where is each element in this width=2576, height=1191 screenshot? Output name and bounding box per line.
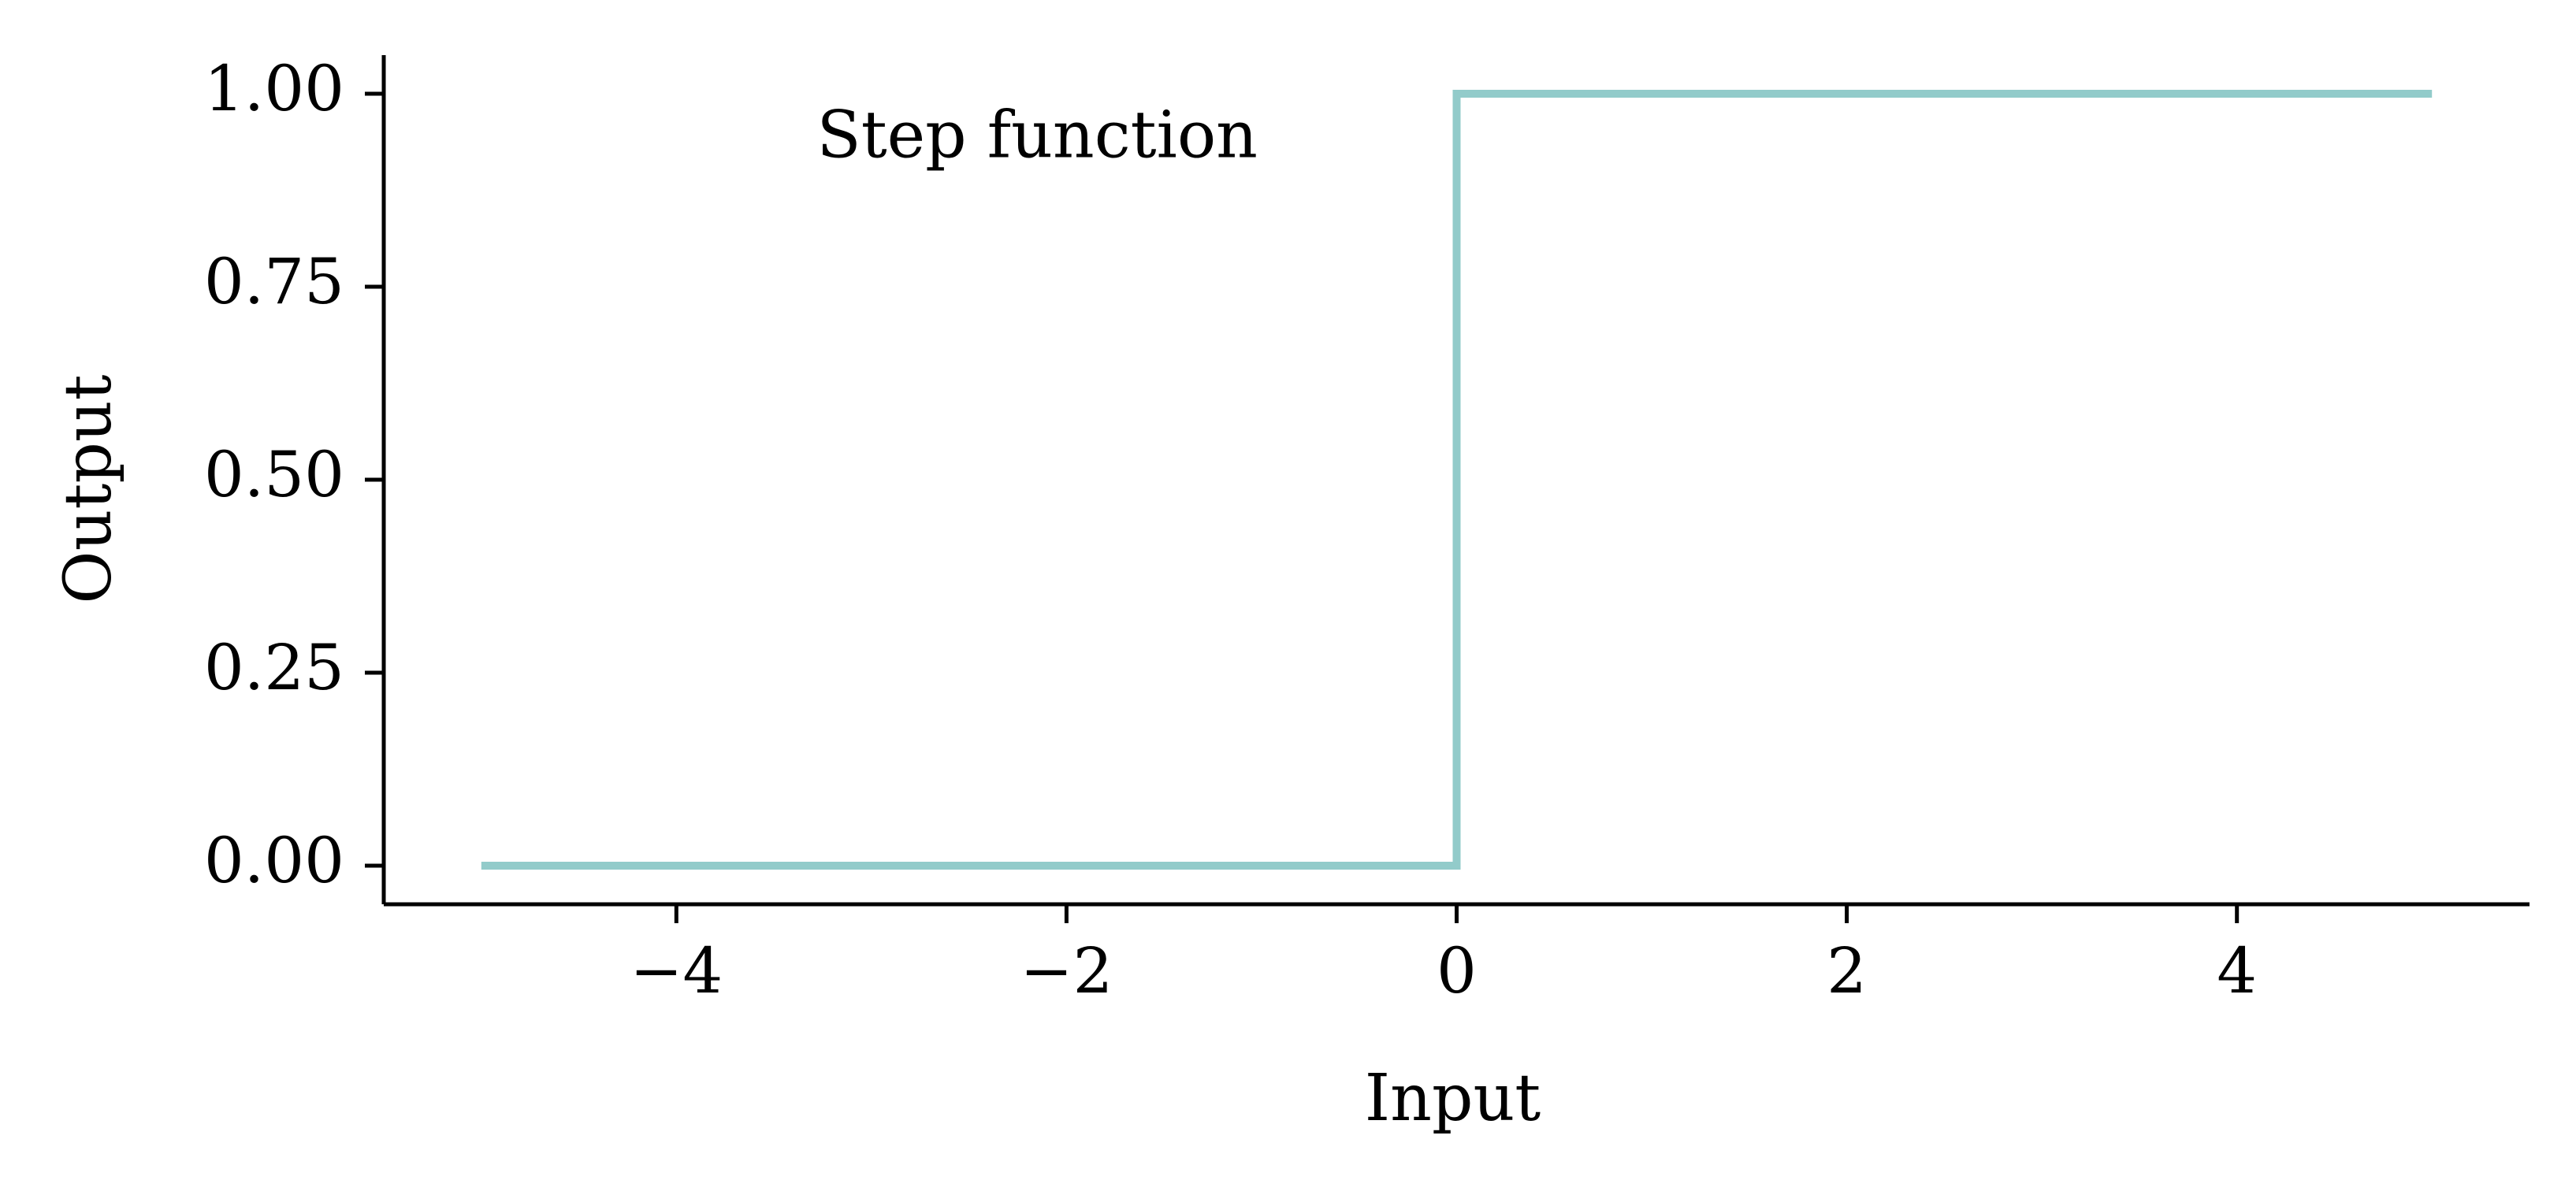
y-axis-ticks: 0.00 0.25 0.50 0.75 1.00 [204, 52, 384, 897]
y-tick-label: 0.75 [204, 245, 344, 318]
series-line-step [481, 90, 2433, 870]
x-tick-label: 2 [1827, 934, 1867, 1007]
x-tick-label: −4 [630, 934, 723, 1007]
y-axis-title: Output [51, 374, 126, 603]
y-tick-label: 0.25 [204, 631, 344, 704]
y-tick-label: 0.00 [204, 824, 344, 897]
x-tick-label: −2 [1020, 934, 1113, 1007]
annotation-step-function: Step function [817, 98, 1258, 173]
y-tick-label: 0.50 [204, 438, 344, 511]
y-tick-label: 1.00 [204, 52, 344, 125]
x-tick-label: 4 [2217, 934, 2257, 1007]
x-tick-label: 0 [1437, 934, 1477, 1007]
x-axis-title: Input [1365, 1061, 1541, 1136]
x-axis-ticks: −4 −2 0 2 4 [630, 904, 2257, 1007]
